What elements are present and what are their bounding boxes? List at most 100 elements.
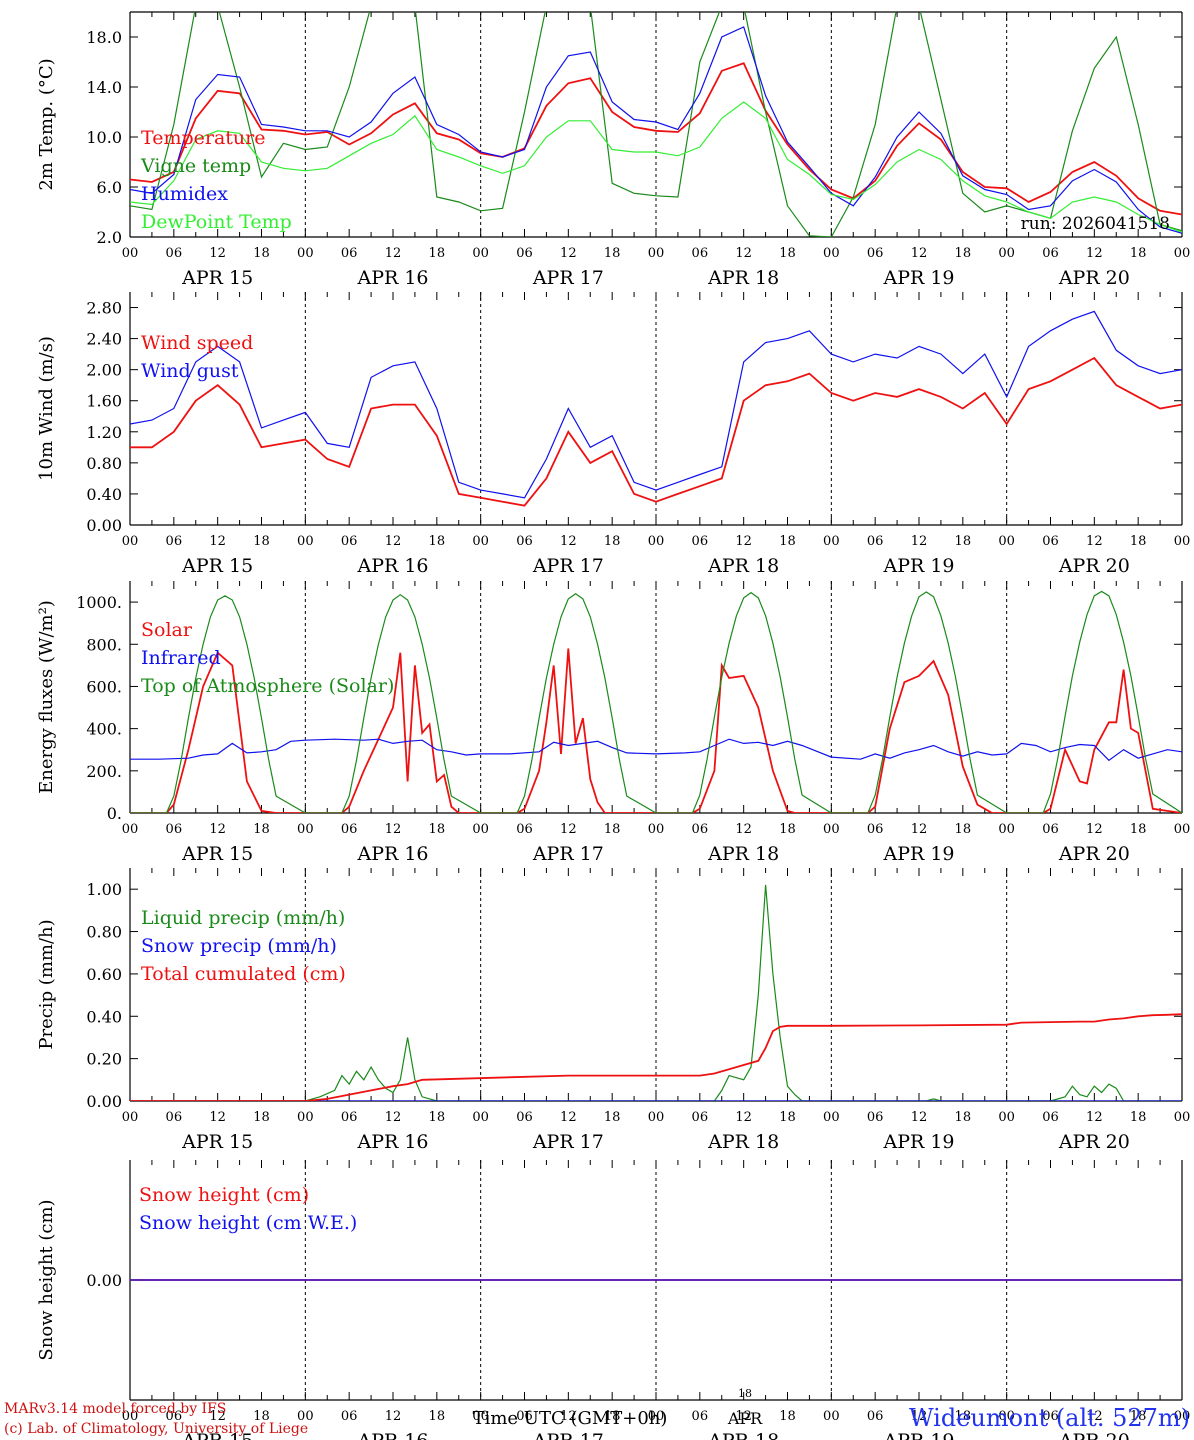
x-hour-label: 00 [1174,1409,1191,1424]
x-hour-label: 18 [1130,534,1147,549]
y-tick-label: 2.00 [86,361,122,380]
x-hour-label: 18 [253,534,270,549]
x-hour-label: 18 [779,246,796,261]
y-tick-label: 200. [86,762,122,781]
y-tick-label: 0.80 [86,923,122,942]
x-day-label: APR 16 [356,843,428,865]
x-hour-label: 12 [385,1409,402,1424]
x-hour-label: 12 [385,1110,402,1125]
y-axis-label: Snow height (cm) [36,1199,57,1360]
x-hour-label: 00 [297,1409,314,1424]
x-hour-label: 12 [1086,534,1103,549]
y-tick-label: 2.40 [86,330,122,349]
x-hour-label: 12 [911,1110,928,1125]
x-day-label: APR 15 [181,1131,253,1153]
x-hour-label: 12 [209,246,226,261]
x-day-label: APR 20 [1058,555,1130,577]
center-hour-label: 18 [738,1387,752,1400]
series-line-blue [130,310,1182,499]
x-hour-label: 06 [166,822,183,837]
x-hour-label: 06 [692,1110,709,1125]
y-tick-label: 1.00 [86,880,122,899]
series-line-green [130,884,1182,1101]
x-hour-label: 00 [998,1409,1015,1424]
x-hour-label: 18 [253,1409,270,1424]
footer: MARv3.14 model forced by IFS (c) Lab. of… [4,1387,1190,1437]
run-annotation: run: 2026041518 [1021,214,1170,234]
series-line-red [130,356,1182,507]
x-hour-label: 12 [911,246,928,261]
x-day-label: APR 19 [882,1131,954,1153]
x-hour-label: 00 [998,822,1015,837]
x-day-label: APR 20 [1058,267,1130,289]
x-hour-label: 12 [385,822,402,837]
x-hour-label: 00 [1174,1110,1191,1125]
y-tick-label: 0.00 [86,1092,122,1111]
series-line-red [130,62,1182,216]
x-hour-label: 00 [472,534,489,549]
x-hour-label: 00 [648,1409,665,1424]
x-hour-label: 06 [867,246,884,261]
x-hour-label: 18 [955,1409,972,1424]
y-tick-label: 2.0 [97,228,122,247]
x-hour-label: 00 [472,1110,489,1125]
x-hour-label: 12 [560,822,577,837]
x-day-label: APR 18 [707,1131,779,1153]
x-hour-label: 00 [823,246,840,261]
series-line-blue [130,738,1182,762]
x-day-label: APR 16 [356,555,428,577]
x-hour-label: 18 [429,822,446,837]
x-day-label: APR 18 [707,267,779,289]
x-hour-label: 12 [560,1110,577,1125]
x-hour-label: 12 [209,534,226,549]
x-hour-label: 18 [429,1110,446,1125]
x-hour-label: 12 [1086,246,1103,261]
x-day-label: APR 17 [532,555,604,577]
y-tick-label: 0.40 [86,1007,122,1026]
panel-3: 00 06 12 18 00 06 12 18 00 06 12 18 00 06 12 18 00 06 12 18… [36,581,1190,865]
y-tick-label: 800. [86,635,122,654]
x-hour-label: 06 [1042,1110,1059,1125]
x-hour-label: 00 [823,1110,840,1125]
x-hour-label: 00 [648,1110,665,1125]
credit-line-1: MARv3.14 model forced by IFS [4,1401,226,1417]
panel-1: 00 06 12 18 00 06 12 18 00 06 12 18 00 06 12 18 00 06 12 18… [36,11,1190,289]
x-hour-label: 00 [823,1409,840,1424]
legend-entry: Total cumulated (cm) [141,963,346,985]
x-day-label: APR 15 [181,555,253,577]
x-hour-label: 00 [998,534,1015,549]
y-axis-label: Energy fluxes (W/m²) [36,600,57,794]
x-day-label: APR 19 [882,267,954,289]
x-hour-label: 06 [692,822,709,837]
legend-entry: Liquid precip (mm/h) [141,907,345,929]
x-hour-label: 18 [604,822,621,837]
time-axis-label: Time UTC (GMT+0h) [473,1408,668,1429]
x-hour-label: 18 [604,1110,621,1125]
legend-entry: Humidex [141,183,228,205]
x-hour-label: 18 [779,1110,796,1125]
y-tick-label: 18.0 [86,28,122,47]
x-hour-label: 12 [385,246,402,261]
x-hour-label: 12 [1086,1409,1103,1424]
legend-entry: Top of Atmosphere (Solar) [141,675,394,697]
y-tick-label: 0.20 [86,1050,122,1069]
x-hour-label: 00 [1174,822,1191,837]
x-hour-label: 00 [472,246,489,261]
x-day-label: APR 15 [181,843,253,865]
x-hour-label: 06 [867,1409,884,1424]
y-tick-label: 6.0 [97,178,122,197]
x-hour-label: 06 [516,822,533,837]
x-day-label: APR 17 [532,267,604,289]
x-hour-label: 06 [516,1110,533,1125]
x-hour-label: 00 [122,534,139,549]
y-tick-label: 2.80 [86,299,122,318]
x-hour-label: 06 [341,246,358,261]
legend-entry: DewPoint Temp [141,211,292,233]
x-hour-label: 00 [122,1110,139,1125]
y-tick-label: 400. [86,720,122,739]
x-hour-label: 12 [560,246,577,261]
y-tick-label: 0. [107,804,122,823]
x-day-label: APR 19 [882,1430,954,1440]
x-day-label: APR 15 [181,267,253,289]
x-hour-label: 00 [122,1409,139,1424]
